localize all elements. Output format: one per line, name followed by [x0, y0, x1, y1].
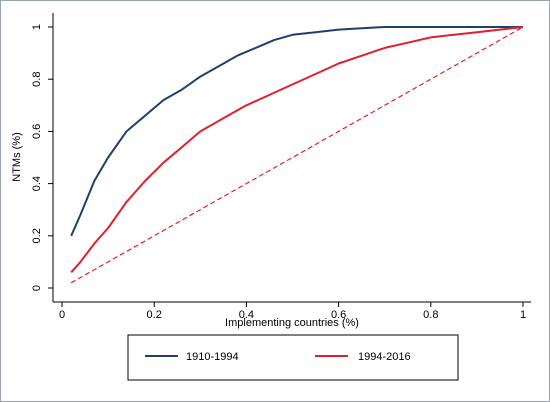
- series-layer: [70, 26, 524, 284]
- x-tick-label: 0.2: [147, 309, 162, 321]
- x-tick-label: 0.8: [423, 309, 438, 321]
- y-tick-label: 1: [31, 24, 43, 30]
- legend-label-1910-1994: 1910-1994: [186, 351, 239, 363]
- x-tick-label: 1: [520, 309, 526, 321]
- series-line-1910-1994: [70, 26, 523, 237]
- legend-box: [127, 334, 459, 381]
- legend: 1910-1994 1994-2016: [127, 334, 459, 381]
- series-line-1994-2016: [70, 26, 524, 273]
- x-tick-label: 0: [59, 309, 65, 321]
- y-axis-title: NTMs (%): [11, 132, 23, 182]
- x-ticks: 0 0.2 0.4 0.6 0.8 1: [59, 302, 526, 321]
- y-tick-label: 0.6: [31, 124, 43, 139]
- x-axis-title: Implementing countries (%): [225, 317, 359, 329]
- y-tick-label: 0: [31, 285, 43, 291]
- legend-label-1994-2016: 1994-2016: [358, 351, 411, 363]
- x-tick-label: 0.6: [331, 309, 346, 321]
- y-ticks: 0 0.2 0.4 0.6 0.8 1: [31, 24, 53, 291]
- series-line-reference-diagonal: [70, 26, 524, 284]
- y-tick-label: 0.2: [31, 228, 43, 243]
- y-tick-label: 0.8: [31, 72, 43, 87]
- x-tick-label: 0.4: [239, 309, 254, 321]
- y-tick-label: 0.4: [31, 176, 43, 191]
